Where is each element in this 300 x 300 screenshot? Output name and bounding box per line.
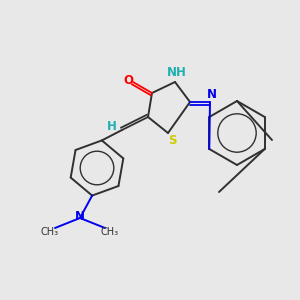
Text: H: H	[107, 119, 117, 133]
Text: CH₃: CH₃	[101, 227, 119, 237]
Text: CH₃: CH₃	[41, 227, 59, 237]
Text: S: S	[168, 134, 176, 148]
Text: NH: NH	[167, 67, 187, 80]
Text: N: N	[75, 211, 85, 224]
Text: O: O	[123, 74, 133, 86]
Text: N: N	[207, 88, 217, 100]
